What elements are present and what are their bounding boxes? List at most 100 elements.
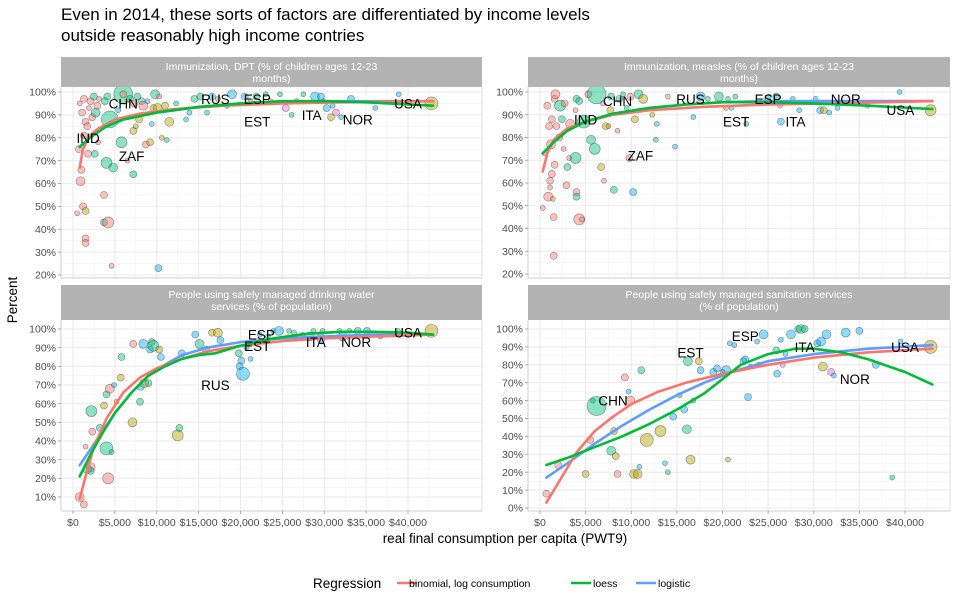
data-point [93,101,102,110]
data-point [215,96,221,102]
country-label: USA [891,340,919,355]
x-tick-label: $0 [67,517,79,529]
data-point [683,356,693,367]
data-point [813,339,822,348]
data-point [605,123,612,129]
data-point [138,100,149,111]
data-point [607,92,615,101]
data-point [731,342,738,348]
data-point [100,191,108,199]
data-point [196,92,205,101]
facet-strip-label: (% of population) [699,301,778,313]
country-label: RUS [201,92,230,107]
data-point [102,216,114,229]
data-point [819,106,828,114]
data-point [183,116,189,123]
y-tick-label: 70% [35,155,56,167]
regression-lines [78,330,435,501]
data-point [614,127,621,134]
country-label: NOR [840,372,870,387]
x-tick-label: $30,000 [795,517,833,529]
data-point [158,134,165,141]
data-point [81,207,90,215]
country-label: IND [574,112,598,127]
y-tick-label: 30% [35,454,56,466]
x-tick-label: $20,000 [222,517,260,529]
country-label: ESP [244,92,271,107]
data-point [164,116,175,127]
data-point [144,98,151,104]
x-axis-title: real final consumption per capita (PWT9) [383,531,628,546]
country-label: CHN [603,94,632,109]
data-point [584,90,593,99]
data-point [236,366,250,381]
y-tick-label: 0% [508,503,523,515]
y-tick-label: 40% [35,224,56,236]
y-tick-label: 90% [35,342,56,354]
data-point [840,327,851,338]
data-point [610,186,618,194]
facet-panel-2: Immunization, measles (% of children age… [496,57,951,281]
data-point [119,90,128,99]
regression-line-binomial-log-consumption [545,347,934,504]
data-point [620,91,626,98]
data-point [133,123,139,130]
country-label: CHN [598,394,627,409]
data-point [923,340,938,354]
data-point [696,366,705,374]
data-point [572,107,579,113]
y-tick-label: 100% [29,324,56,336]
data-point [103,92,112,101]
data-point [588,143,601,155]
data-point [816,336,826,347]
data-point [124,157,131,164]
data-point [786,329,796,340]
data-point [327,113,335,121]
facet-panel-4: People using safely managed sanitation s… [496,285,951,529]
data-point [629,188,637,196]
facet-strip-label: services (% of population) [211,301,332,313]
legend-title: Regression [313,576,381,591]
x-tick-label: $35,000 [840,517,878,529]
legend: Regression binomial, log consumption loess… [313,576,690,591]
data-point [129,170,138,179]
data-point [629,469,639,479]
data-point [329,102,336,109]
data-point [625,388,632,395]
data-point [80,500,88,509]
country-label: NOR [341,335,371,350]
data-point [766,93,772,100]
data-point [664,93,671,100]
data-point [108,263,115,269]
data-point [558,115,566,124]
plot-background [61,320,482,511]
y-tick-label: 90% [35,110,56,122]
x-tick-label: $10,000 [138,517,176,529]
data-point [80,131,88,140]
data-point [194,339,205,349]
y-tick-label: 60% [502,178,523,190]
data-point [101,97,109,105]
y-tick-label: 60% [502,395,523,407]
regression-line-logistic [545,343,934,479]
data-point [714,91,724,102]
x-tick-label: $35,000 [347,517,385,529]
data-point [288,112,295,118]
y-tick-label: 80% [502,360,523,372]
data-point [138,339,149,349]
data-point [247,356,254,362]
data-point [754,338,760,345]
data-point [597,163,605,171]
data-point [654,425,667,437]
regression-lines [78,99,435,169]
data-point [83,122,92,131]
data-point [164,137,170,143]
data-point [227,89,237,100]
data-point [586,134,596,145]
data-point [173,100,179,107]
facet-strip-label: People using safely managed drinking wat… [168,289,375,301]
data-point [274,326,284,336]
y-tick-label: 100% [496,324,523,336]
data-point [601,177,607,184]
data-point [256,331,263,338]
